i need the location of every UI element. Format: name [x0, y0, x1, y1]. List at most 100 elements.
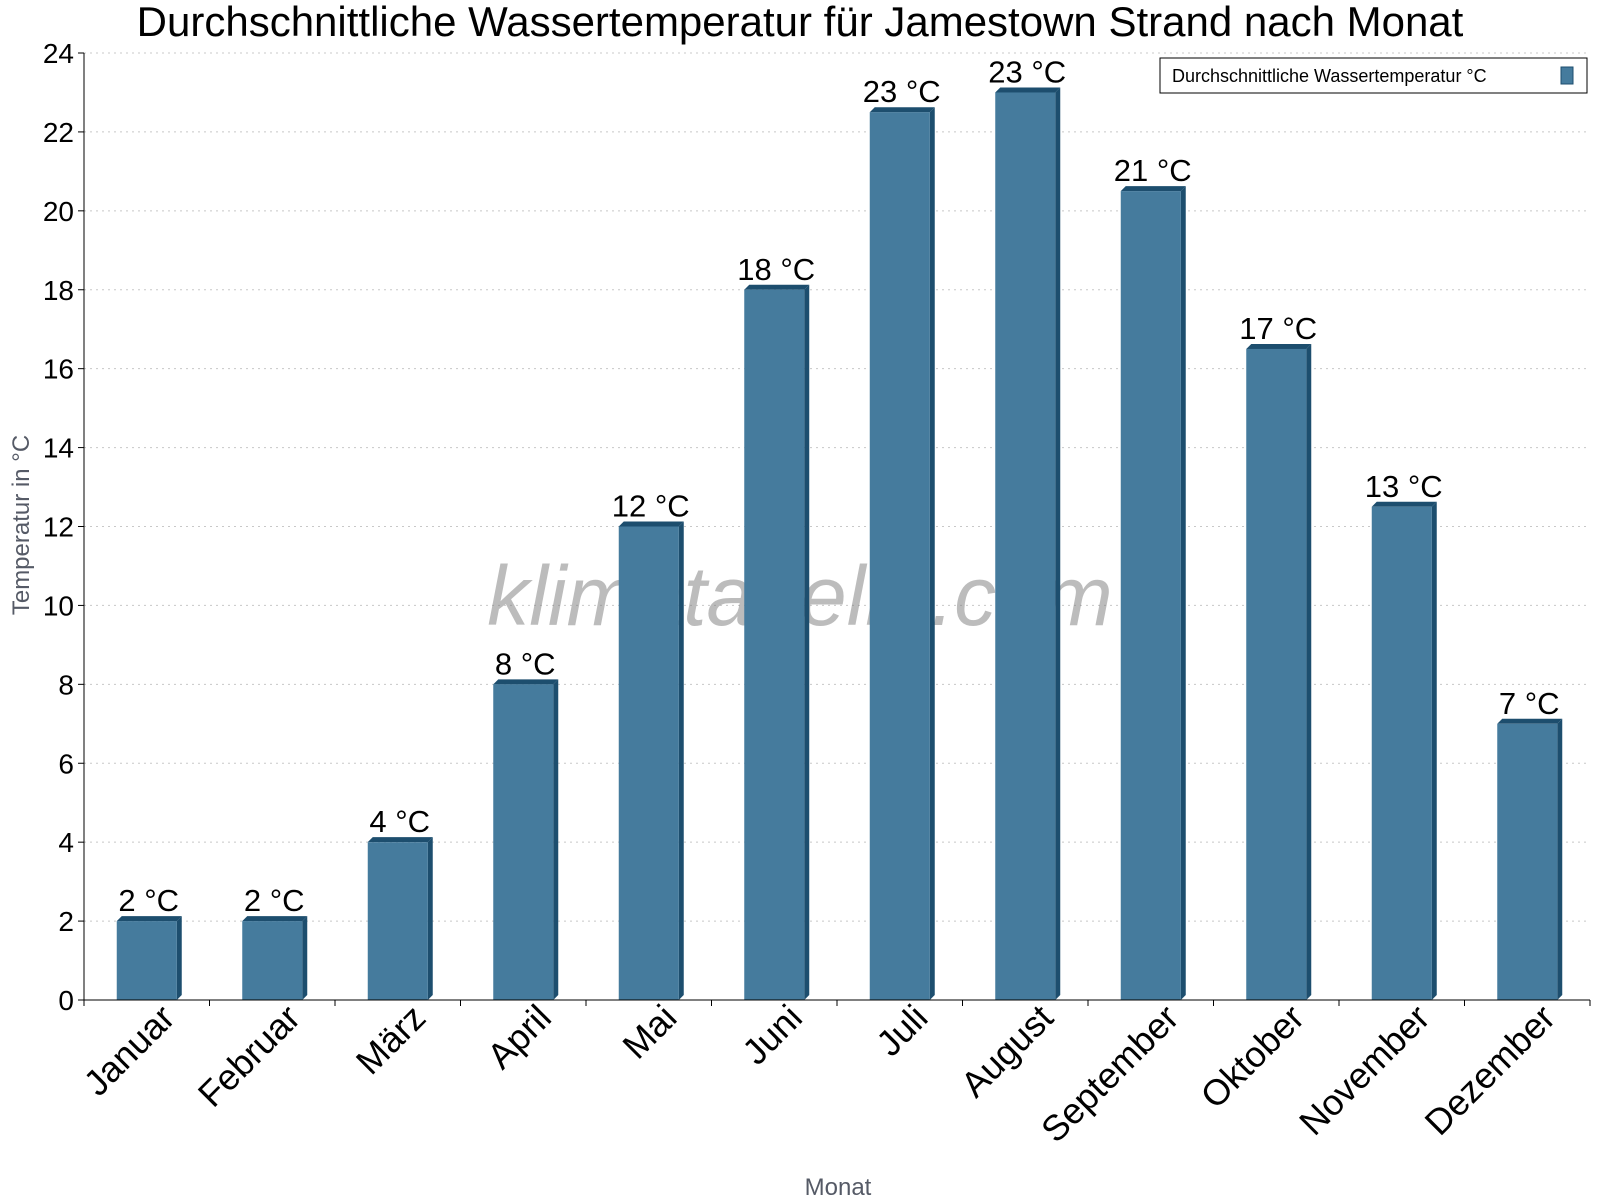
data-label: 17 °C	[1239, 311, 1317, 346]
bar-top	[367, 837, 433, 843]
bar-top	[1497, 718, 1563, 724]
y-tick-label: 16	[43, 354, 74, 385]
y-tick-label: 8	[58, 669, 74, 700]
bar-front	[367, 842, 428, 1000]
bar-top	[1120, 186, 1186, 192]
bar	[869, 107, 935, 1000]
y-tick-label: 10	[43, 590, 74, 621]
bar	[1120, 186, 1186, 1000]
x-tick-label: März	[348, 997, 434, 1083]
bar-side	[1180, 186, 1186, 1000]
data-label: 13 °C	[1365, 469, 1443, 504]
bar-top	[493, 679, 559, 685]
y-tick-label: 6	[58, 748, 74, 779]
bar-front	[1246, 348, 1307, 1000]
bar-side	[427, 837, 433, 1000]
bar	[995, 87, 1061, 1001]
legend-box	[1159, 57, 1588, 94]
bar-front	[995, 92, 1056, 1001]
bar-front	[618, 526, 679, 1000]
bar-side	[804, 284, 810, 1000]
bar-side	[1055, 87, 1061, 1001]
bar-side	[929, 107, 935, 1000]
bar	[618, 521, 684, 1000]
bar-side	[176, 916, 182, 1000]
y-tick-label: 24	[43, 38, 74, 69]
x-tick-label: Oktober	[1192, 997, 1312, 1117]
data-label: 23 °C	[988, 54, 1066, 89]
y-tick-label: 4	[58, 827, 74, 858]
bar-side	[678, 521, 684, 1000]
bars	[116, 87, 1563, 1001]
data-label: 2 °C	[244, 883, 305, 918]
x-tick-label: Juni	[734, 997, 810, 1073]
data-label: 4 °C	[369, 804, 430, 839]
bar-front	[242, 921, 303, 1000]
data-label: 7 °C	[1499, 686, 1560, 721]
x-tick-label: Dezember	[1416, 997, 1562, 1143]
y-tick-label: 22	[43, 117, 74, 148]
data-label: 18 °C	[737, 252, 815, 287]
x-tick-label: Mai	[614, 997, 684, 1067]
x-tick-label: August	[953, 997, 1061, 1105]
x-tick-label: Januar	[76, 997, 183, 1104]
legend-label: Durchschnittliche Wassertemperatur °C	[1172, 66, 1487, 86]
bar-top	[744, 284, 810, 290]
bar-top	[242, 916, 308, 922]
bar-top	[116, 916, 182, 922]
y-tick-label: 12	[43, 512, 74, 543]
bar-front	[493, 684, 554, 1000]
data-label: 23 °C	[863, 74, 941, 109]
bar	[116, 916, 182, 1000]
data-label: 21 °C	[1114, 153, 1192, 188]
chart-title: Durchschnittliche Wassertemperatur für J…	[137, 0, 1464, 45]
data-label: 8 °C	[495, 646, 556, 681]
bar	[744, 284, 810, 1000]
bar	[1246, 343, 1312, 1000]
bar-side	[302, 916, 308, 1000]
bar-top	[1371, 501, 1437, 507]
x-tick-label: November	[1291, 997, 1437, 1143]
bar-front	[1120, 191, 1181, 1000]
x-tick-label: Februar	[190, 997, 308, 1115]
bar-front	[744, 289, 805, 1000]
bar-front	[1371, 506, 1432, 1000]
legend: Durchschnittliche Wassertemperatur °C	[1159, 57, 1588, 94]
bar-front	[869, 112, 930, 1000]
x-tick-label: April	[479, 997, 559, 1077]
bar-side	[553, 679, 559, 1000]
bar	[242, 916, 308, 1000]
y-axis-title: Temperatur in °C	[8, 435, 35, 615]
y-tick-label: 14	[43, 433, 74, 464]
bar-top	[995, 87, 1061, 93]
x-tick-label: Juli	[868, 997, 935, 1064]
bar-front	[1497, 723, 1558, 1000]
y-tick-label: 2	[58, 906, 74, 937]
bar	[1497, 718, 1563, 1000]
data-label: 12 °C	[612, 489, 690, 524]
bar	[367, 837, 433, 1000]
y-tick-label: 0	[58, 985, 74, 1016]
x-tick-labels: Januar Februar März April Mai Juni Juli AugustS…	[76, 997, 1563, 1151]
y-tick-label: 18	[43, 275, 74, 306]
legend-swatch	[1560, 66, 1574, 85]
bar	[493, 679, 559, 1000]
bar	[1371, 501, 1437, 1000]
y-tick-label: 20	[43, 196, 74, 227]
bar-side	[1557, 718, 1563, 1000]
x-tick-label: September	[1033, 997, 1187, 1151]
data-labels: 2 °C 2 °C 4 °C 8 °C 12 °C 18 °C 23 °C 23 °C 21 °…	[118, 54, 1559, 918]
data-label: 2 °C	[118, 883, 179, 918]
grid-lines	[84, 52, 1590, 922]
bar-front	[116, 921, 177, 1000]
bar-top	[618, 521, 684, 527]
bar-top	[869, 107, 935, 113]
bar-side	[1431, 501, 1437, 1000]
axes	[78, 52, 1591, 1006]
bar-top	[1246, 343, 1312, 349]
bar-side	[1306, 343, 1312, 1000]
x-axis-title: Monat	[805, 1174, 872, 1200]
